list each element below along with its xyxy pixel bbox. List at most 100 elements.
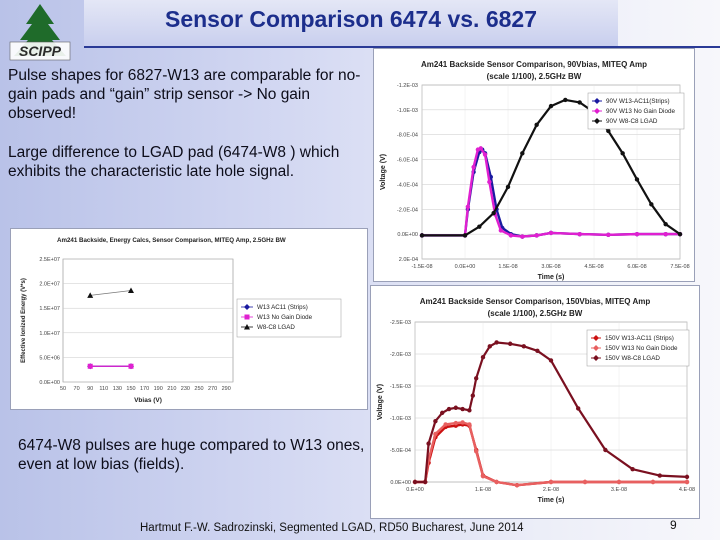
pulse150-y-label: Voltage (V)	[377, 384, 384, 420]
pulse90-point	[606, 232, 611, 237]
energy-legend-label: W13 AC11 (Strips)	[257, 304, 308, 311]
energy-x-tick: 190	[154, 386, 163, 392]
pulse150-point	[480, 355, 486, 360]
energy-legend-label: W13 No Gain Diode	[257, 314, 313, 321]
pulse90-x-tick: -1.5E-08	[411, 264, 432, 270]
pulse150-point	[433, 419, 438, 424]
pulse90-legend-label: 90V W8-C8 LGAD	[606, 118, 658, 125]
pulse150-legend-marker	[593, 355, 599, 361]
energy-legend	[236, 298, 342, 338]
pulse150-point	[474, 449, 479, 454]
pulse90-y-tick: -8.0E-04	[397, 133, 418, 139]
footer-credit: Hartmut F.-W. Sadrozinski, Segmented LGA…	[140, 522, 524, 534]
pulse-90v-chart: Am241 Backside Sensor Comparison, 90Vbia…	[380, 60, 690, 281]
pulse150-legend-label: 150V W13 No Gain Diode	[605, 345, 678, 352]
pulse-150v-chart-panel: Am241 Backside Sensor Comparison, 150Vbi…	[370, 285, 700, 519]
pulse90-x-tick: 6.0E-08	[627, 264, 646, 270]
pulse90-x-tick: 1.5E-08	[498, 264, 517, 270]
pulse150-y-tick: -1.0E-03	[390, 416, 411, 422]
pulse90-x-label: Time (s)	[538, 274, 565, 281]
pulse90-point	[419, 233, 425, 238]
energy-legend-marker	[244, 314, 250, 320]
pulse90-point	[577, 100, 582, 105]
energy-chart: Am241 Backside, Energy Calcs, Sensor Com…	[21, 237, 342, 404]
energy-y-tick: 5.0E+06	[39, 355, 60, 361]
pulse150-legend-marker	[593, 335, 599, 341]
pulse90-y-tick: -2.0E-04	[397, 207, 418, 213]
pulse150-point	[535, 348, 540, 353]
pulse150-point	[480, 474, 486, 479]
pulse150-legend-marker	[593, 345, 599, 351]
energy-point	[128, 363, 134, 369]
energy-y-tick: 1.0E+07	[39, 331, 60, 337]
energy-series-line	[90, 290, 132, 296]
pulse90-point	[563, 97, 568, 103]
pulse150-y-tick: -5.0E-04	[390, 448, 411, 454]
energy-x-tick: 250	[194, 386, 203, 392]
pulse90-point	[491, 210, 496, 216]
pulse90-point	[508, 233, 514, 238]
pulse150-y-tick: -1.5E-03	[390, 384, 411, 390]
pulse150-point	[453, 405, 458, 410]
energy-y-tick: 0.0E+00	[39, 380, 60, 386]
energy-x-tick: 230	[181, 386, 190, 392]
pulse90-x-tick: 4.5E-08	[584, 264, 603, 270]
pulse150-point	[440, 410, 445, 416]
pulse150-title: Am241 Backside Sensor Comparison, 150Vbi…	[420, 297, 651, 306]
pulse150-point	[684, 474, 690, 480]
pulse150-point	[548, 479, 554, 485]
pulse90-x-tick: 7.5E-08	[670, 264, 689, 270]
energy-x-tick: 90	[87, 386, 93, 392]
paragraph-huge-pulses: 6474-W8 pulses are huge compared to W13 …	[18, 437, 365, 473]
energy-legend-marker	[244, 324, 250, 330]
pulse90-x-tick: 3.0E-08	[541, 264, 560, 270]
pulse150-legend-label: 150V W13-AC11 (Strips)	[605, 335, 674, 342]
energy-point	[128, 287, 134, 293]
pulse90-legend-marker	[594, 108, 600, 114]
energy-chart-panel: Am241 Backside, Energy Calcs, Sensor Com…	[10, 228, 368, 410]
paragraph-pulse-shapes: Pulse shapes for 6827-W13 are comparable…	[8, 67, 361, 122]
pulse90-legend-marker	[594, 118, 600, 124]
pulse90-point	[577, 231, 582, 237]
pulse90-point	[649, 202, 654, 207]
pulse90-point	[620, 151, 625, 156]
pulse90-y-tick: -4.0E-04	[397, 182, 418, 188]
pulse150-point	[412, 479, 418, 485]
energy-y-tick: 1.5E+07	[39, 306, 60, 312]
energy-x-tick: 210	[167, 386, 176, 392]
pulse90-point	[498, 228, 504, 233]
pulse150-point	[467, 408, 472, 413]
slide-title: Sensor Comparison 6474 vs. 6827	[164, 6, 538, 32]
pulse-90v-chart-panel: Am241 Backside Sensor Comparison, 90Vbia…	[373, 48, 695, 282]
pulse150-subtitle: (scale 1/100), 2.5GHz BW	[488, 309, 583, 318]
pulse150-x-tick: 2.E-08	[543, 487, 559, 493]
pulse150-point	[474, 376, 479, 381]
logo-text: SCIPP	[19, 43, 62, 59]
pulse90-y-tick: -1.2E-03	[397, 83, 418, 89]
pulse90-point	[471, 164, 476, 170]
pulse90-point	[520, 234, 525, 239]
energy-x-tick: 50	[60, 386, 66, 392]
pulse150-x-tick: 4.E-08	[679, 487, 695, 493]
pulse150-point	[460, 420, 465, 425]
pulse90-legend-label: 90V W13 No Gain Diode	[606, 108, 675, 115]
pulse90-point	[487, 179, 492, 185]
energy-x-tick: 150	[126, 386, 135, 392]
energy-legend-label: W8-C8 LGAD	[257, 324, 295, 331]
pulse90-y-tick: -6.0E-04	[397, 158, 418, 164]
pulse90-point	[482, 152, 488, 157]
energy-y-tick: 2.5E+07	[39, 257, 60, 263]
pulse-150v-chart: Am241 Backside Sensor Comparison, 150Vbi…	[377, 297, 695, 504]
pulse150-point	[423, 479, 428, 485]
pulse150-point	[460, 406, 465, 412]
energy-point	[87, 363, 93, 369]
pulse90-y-tick: 2.0E-04	[399, 257, 418, 263]
pulse150-point	[494, 479, 499, 485]
pulse90-subtitle: (scale 1/100), 2.5GHz BW	[487, 72, 582, 81]
scipp-logo: SCIPP	[9, 4, 71, 61]
pulse150-point	[630, 467, 635, 472]
pulse150-point	[508, 341, 513, 346]
pulse90-point	[505, 184, 511, 190]
pulse150-legend	[586, 329, 690, 367]
pulse150-point	[657, 473, 662, 478]
